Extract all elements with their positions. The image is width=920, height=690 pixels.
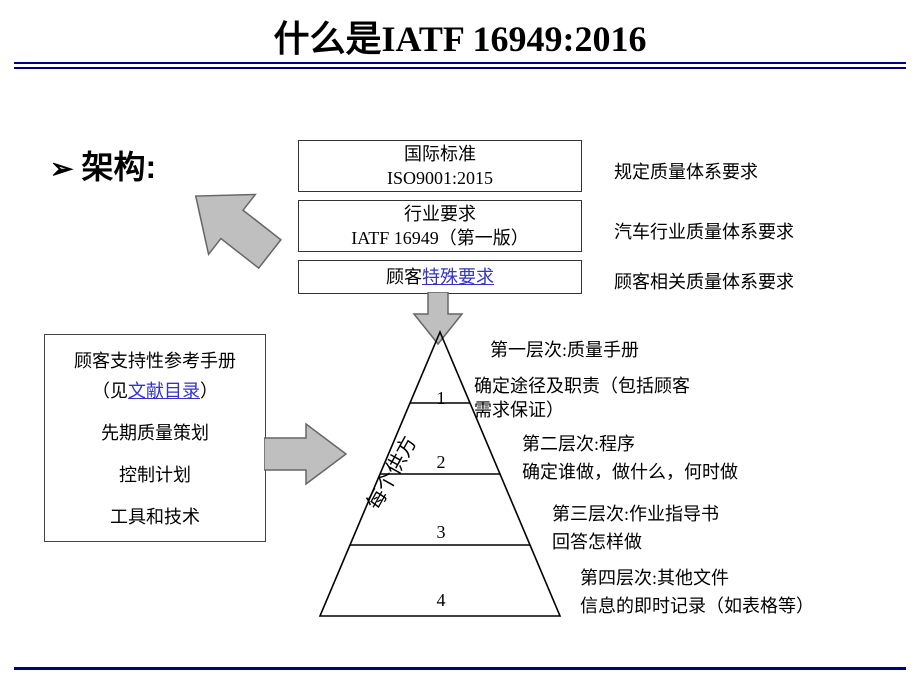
divider-top-inner [14, 67, 906, 69]
pyr-l1-title: 第一层次:质量手册 [490, 338, 639, 362]
page-title: 什么是IATF 16949:2016 [0, 10, 920, 62]
pyr-l1-desc: 确定途径及职责（包括顾客需求保证） [474, 374, 694, 423]
box-industry-requirement: 行业要求 IATF 16949（第一版） [298, 200, 582, 252]
divider-bottom [14, 667, 906, 670]
pyr-l2-desc: 确定谁做，做什么，何时做 [522, 460, 738, 484]
ref-line1b: （见文献目录） [51, 377, 259, 403]
reference-manuals-box: 顾客支持性参考手册 （见文献目录） 先期质量策划 控制计划 工具和技术 [44, 334, 266, 542]
link-bibliography[interactable]: 文献目录 [128, 381, 200, 401]
architecture-label: ➢架构: [50, 142, 156, 188]
pyr-l4-title: 第四层次:其他文件 [580, 566, 729, 590]
pyramid-num-4: 4 [431, 590, 451, 611]
pyr-l3-desc: 回答怎样做 [552, 530, 642, 554]
label-customer-side: 顾客相关质量体系要求 [614, 268, 794, 294]
pyramid-num-3: 3 [431, 522, 451, 543]
pyramid-num-2: 2 [431, 452, 451, 473]
industry-line2: IATF 16949（第一版） [299, 226, 581, 250]
label-industry-side: 汽车行业质量体系要求 [614, 218, 794, 244]
pyr-l3-title: 第三层次:作业指导书 [552, 502, 719, 526]
ref-line3: 控制计划 [51, 461, 259, 487]
intl-line1: 国际标准 [299, 142, 581, 166]
industry-line1: 行业要求 [299, 202, 581, 226]
box-international-standard: 国际标准 ISO9001:2015 [298, 140, 582, 192]
link-customer-special[interactable]: 特殊要求 [422, 265, 494, 289]
ref-line1a: 顾客支持性参考手册 [51, 347, 259, 373]
customer-prefix: 顾客 [386, 265, 422, 289]
box-customer-requirement: 顾客特殊要求 [298, 260, 582, 294]
label-intl-side: 规定质量体系要求 [614, 158, 758, 184]
arrow-diagonal-icon [168, 178, 318, 328]
ref-line4: 工具和技术 [51, 503, 259, 529]
pyr-l2-title: 第二层次:程序 [522, 432, 635, 456]
intl-line2: ISO9001:2015 [299, 166, 581, 190]
ref-line2: 先期质量策划 [51, 419, 259, 445]
pyr-l4-desc: 信息的即时记录（如表格等） [580, 594, 814, 618]
pyramid-num-1: 1 [431, 388, 451, 409]
divider-top [14, 62, 906, 64]
architecture-text: 架构 [81, 149, 145, 185]
chevron-right-icon: ➢ [50, 153, 73, 184]
